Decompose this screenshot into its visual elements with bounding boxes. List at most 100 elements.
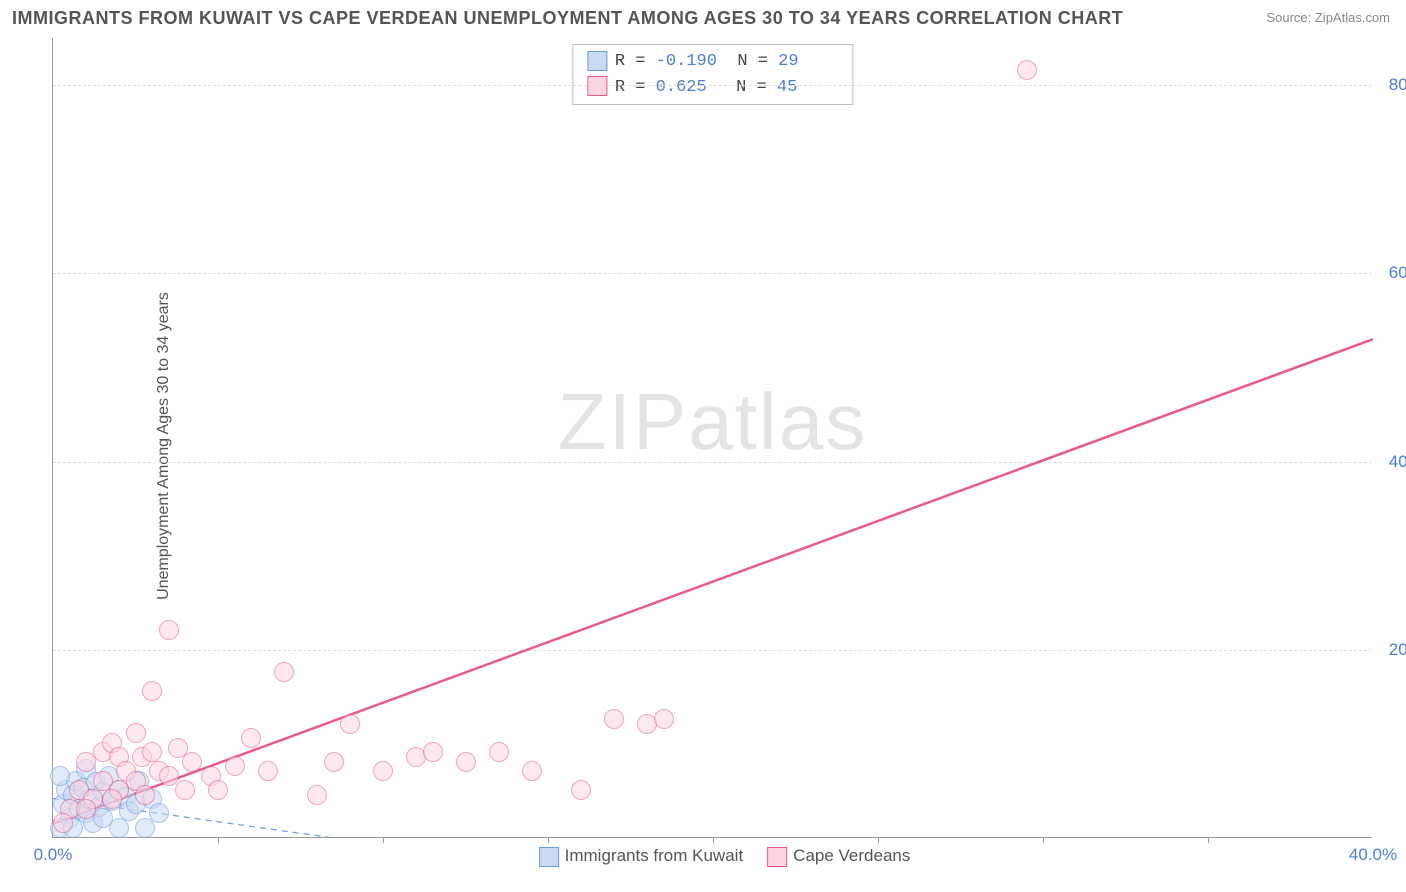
data-point-capeverde <box>135 785 155 805</box>
source-label: Source: ZipAtlas.com <box>1266 10 1390 25</box>
data-point-capeverde <box>654 709 674 729</box>
x-tick-mark <box>878 837 879 843</box>
data-point-capeverde <box>60 799 80 819</box>
data-point-capeverde <box>175 780 195 800</box>
data-point-capeverde <box>102 733 122 753</box>
data-point-capeverde <box>109 780 129 800</box>
series-legend: Immigrants from KuwaitCape Verdeans <box>515 846 911 867</box>
stat-n-label: N = <box>737 52 778 71</box>
data-point-kuwait <box>102 791 122 811</box>
data-point-kuwait <box>93 782 113 802</box>
data-point-capeverde <box>571 780 591 800</box>
y-tick-label: 20.0% <box>1377 640 1406 660</box>
data-point-capeverde <box>132 747 152 767</box>
data-point-capeverde <box>182 752 202 772</box>
chart-title: IMMIGRANTS FROM KUWAIT VS CAPE VERDEAN U… <box>12 8 1123 29</box>
data-point-kuwait <box>79 789 99 809</box>
data-point-capeverde <box>142 681 162 701</box>
data-point-kuwait <box>60 808 80 828</box>
stat-r-label: R = <box>615 78 656 97</box>
data-point-capeverde <box>76 799 96 819</box>
scatter-chart: ZIPatlas R = -0.190 N = 29R = 0.625 N = … <box>52 38 1372 838</box>
data-point-capeverde <box>489 742 509 762</box>
data-point-kuwait <box>116 787 136 807</box>
legend-swatch-kuwait <box>587 51 607 71</box>
data-point-capeverde <box>225 756 245 776</box>
data-point-kuwait <box>129 771 149 791</box>
data-point-kuwait <box>76 803 96 823</box>
trendlines-layer <box>53 38 1373 838</box>
stat-n-value: 45 <box>777 75 837 101</box>
data-point-capeverde <box>241 728 261 748</box>
data-point-capeverde <box>201 766 221 786</box>
stat-row-capeverde: R = 0.625 N = 45 <box>587 75 838 101</box>
data-point-kuwait <box>126 794 146 814</box>
y-tick-label: 60.0% <box>1377 263 1406 283</box>
data-point-capeverde <box>83 789 103 809</box>
x-tick-mark <box>548 837 549 843</box>
data-point-kuwait <box>69 799 89 819</box>
data-point-kuwait <box>76 759 96 779</box>
data-point-capeverde <box>456 752 476 772</box>
data-point-capeverde <box>373 761 393 781</box>
stat-r-value: -0.190 <box>656 49 717 75</box>
stat-r-label: R = <box>615 52 656 71</box>
x-tick-mark <box>1043 837 1044 843</box>
data-point-kuwait <box>66 771 86 791</box>
data-point-capeverde <box>53 813 73 833</box>
data-point-capeverde <box>69 780 89 800</box>
data-point-capeverde <box>307 785 327 805</box>
watermark: ZIPatlas <box>558 376 867 468</box>
x-tick-mark <box>1208 837 1209 843</box>
data-point-kuwait <box>109 780 129 800</box>
data-point-kuwait <box>89 797 109 817</box>
data-point-kuwait <box>119 801 139 821</box>
gridline-h <box>53 650 1372 651</box>
trendline-kuwait <box>53 798 334 838</box>
data-point-capeverde <box>522 761 542 781</box>
trendline-capeverde <box>53 339 1373 824</box>
data-point-kuwait <box>149 803 169 823</box>
x-tick-label: 0.0% <box>34 845 73 865</box>
data-point-kuwait <box>50 818 70 838</box>
data-point-capeverde <box>116 761 136 781</box>
data-point-capeverde <box>149 761 169 781</box>
correlation-stat-box: R = -0.190 N = 29R = 0.625 N = 45 <box>572 44 853 105</box>
gridline-h <box>53 85 1372 86</box>
data-point-capeverde <box>126 723 146 743</box>
data-point-capeverde <box>258 761 278 781</box>
gridline-h <box>53 273 1372 274</box>
data-point-kuwait <box>63 818 83 838</box>
stat-r-value: 0.625 <box>656 75 716 101</box>
data-point-kuwait <box>142 789 162 809</box>
legend-swatch <box>767 847 787 867</box>
data-point-capeverde <box>208 780 228 800</box>
data-point-capeverde <box>126 771 146 791</box>
data-point-kuwait <box>93 808 113 828</box>
stat-n-label: N = <box>736 78 777 97</box>
data-point-kuwait <box>73 778 93 798</box>
data-point-capeverde <box>604 709 624 729</box>
data-point-kuwait <box>50 766 70 786</box>
data-point-capeverde <box>168 738 188 758</box>
data-point-capeverde <box>76 752 96 772</box>
data-point-capeverde <box>406 747 426 767</box>
data-point-kuwait <box>63 785 83 805</box>
data-point-kuwait <box>109 818 129 838</box>
data-point-capeverde <box>340 714 360 734</box>
legend-label: Immigrants from Kuwait <box>565 846 744 865</box>
y-tick-label: 40.0% <box>1377 452 1406 472</box>
data-point-kuwait <box>86 772 106 792</box>
data-point-capeverde <box>102 789 122 809</box>
data-point-capeverde <box>109 747 129 767</box>
y-tick-label: 80.0% <box>1377 75 1406 95</box>
data-point-capeverde <box>159 766 179 786</box>
data-point-capeverde <box>93 742 113 762</box>
x-tick-label: 40.0% <box>1349 845 1397 865</box>
x-tick-mark <box>383 837 384 843</box>
data-point-capeverde <box>142 742 162 762</box>
data-point-capeverde <box>637 714 657 734</box>
gridline-h <box>53 462 1372 463</box>
data-point-kuwait <box>99 766 119 786</box>
data-point-capeverde <box>324 752 344 772</box>
